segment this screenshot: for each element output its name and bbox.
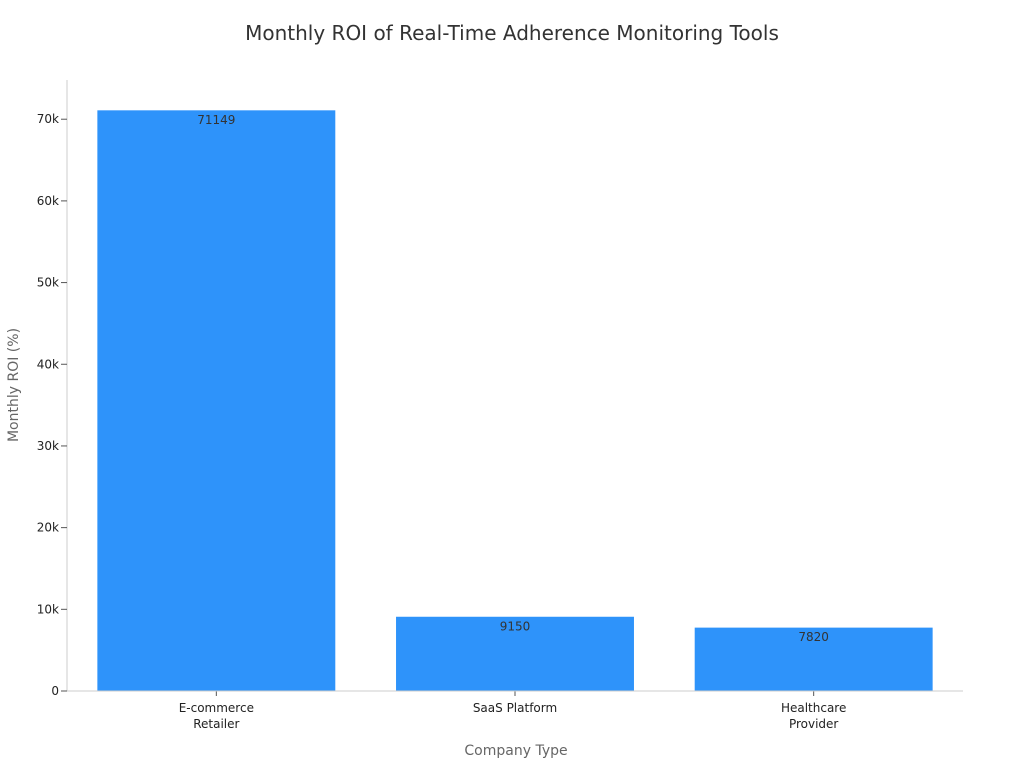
bar bbox=[693, 626, 934, 692]
x-axis-title: Company Type bbox=[464, 743, 567, 759]
y-axis-title: Monthly ROI (%) bbox=[6, 328, 22, 442]
y-tick-label: 40k bbox=[37, 357, 59, 371]
x-tick-label: SaaS Platform bbox=[473, 701, 557, 715]
bar-value-label: 9150 bbox=[500, 619, 531, 633]
y-tick-label: 10k bbox=[37, 602, 59, 616]
y-tick-label: 20k bbox=[37, 521, 59, 535]
y-tick-label: 70k bbox=[37, 112, 59, 126]
bar-value-label: 7820 bbox=[798, 630, 829, 644]
bar-value-label: 71149 bbox=[197, 113, 235, 127]
y-tick-label: 60k bbox=[37, 194, 59, 208]
x-tick-label: E-commerce Retailer bbox=[179, 701, 254, 731]
x-tick-label: Healthcare Provider bbox=[781, 701, 846, 731]
bar bbox=[96, 109, 337, 692]
y-tick-label: 50k bbox=[37, 276, 59, 290]
bars-group: 71149 9150 7820 bbox=[96, 109, 934, 692]
y-tick-label: 0 bbox=[51, 684, 59, 698]
bar bbox=[395, 615, 635, 692]
y-tick-label: 30k bbox=[37, 439, 59, 453]
chart-title: Monthly ROI of Real-Time Adherence Monit… bbox=[245, 21, 779, 45]
axes-group: E-commerce Retailer SaaS Platform Healthcar… bbox=[37, 80, 963, 731]
